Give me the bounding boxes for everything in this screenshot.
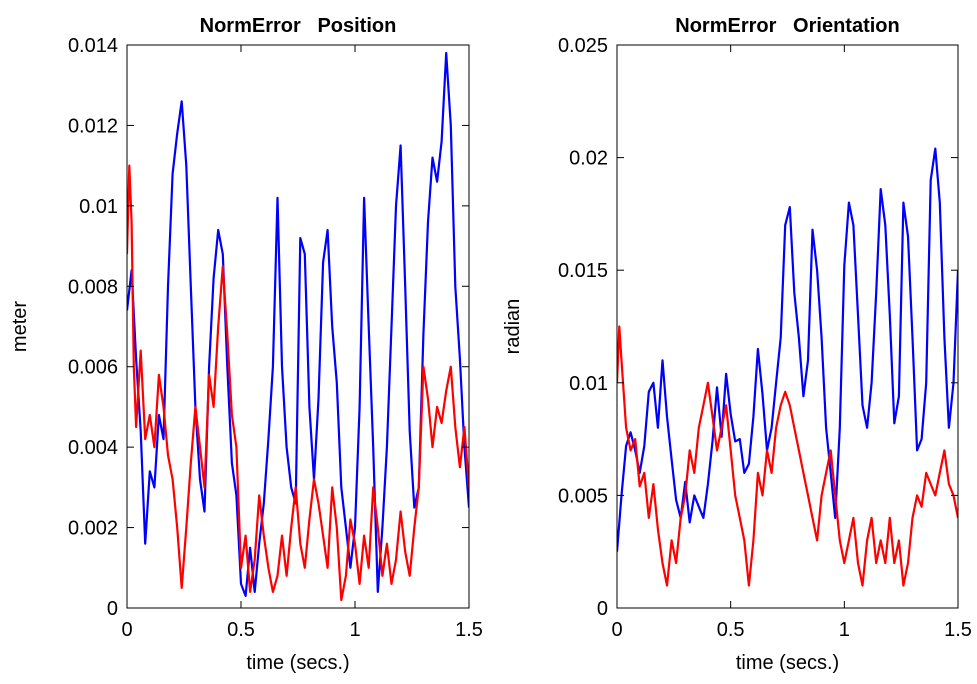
- chart-title: NormError Position: [200, 15, 397, 37]
- y-tick-label: 0: [107, 598, 118, 620]
- y-tick-label: 0.01: [569, 373, 608, 395]
- x-tick-label: 1: [349, 619, 360, 641]
- y-tick-label: 0: [597, 598, 608, 620]
- x-tick-label: 0: [121, 619, 132, 641]
- y-tick-label: 0.008: [68, 276, 118, 298]
- x-tick-label: 1: [839, 619, 850, 641]
- y-tick-label: 0.006: [68, 357, 118, 379]
- series-line-blue: [127, 51, 469, 598]
- chart-title: NormError Orientation: [675, 15, 899, 37]
- series-line-blue: [617, 147, 958, 552]
- axes-frame: [126, 44, 470, 609]
- y-tick-label: 0.02: [569, 148, 608, 170]
- x-tick-label: 1.5: [944, 619, 972, 641]
- x-axis-label: time (secs.): [246, 652, 349, 674]
- y-axis-label: meter: [9, 301, 31, 352]
- x-tick-label: 1.5: [455, 619, 483, 641]
- chart-position-panel: 0 0.5 1 1.5 0 0.002 0.004 0.006 0.008 0.01 0.012 0.…: [9, 15, 483, 674]
- x-axis-label: time (secs.): [736, 652, 839, 674]
- series-line-red: [617, 325, 958, 587]
- y-tick-label: 0.012: [68, 115, 118, 137]
- x-tick-label: 0.5: [227, 619, 255, 641]
- y-tick-label: 0.01: [79, 196, 118, 218]
- y-tick-label: 0.015: [558, 260, 608, 282]
- y-tick-label: 0.005: [558, 485, 608, 507]
- y-tick-label: 0.002: [68, 518, 118, 540]
- chart-orientation-panel: 0 0.5 1 1.5 0 0.005 0.01 0.015 0.02 0.025 NormErro…: [502, 15, 972, 674]
- x-tick-label: 0: [611, 619, 622, 641]
- y-axis-label: radian: [502, 299, 524, 355]
- series-line-red: [127, 164, 469, 602]
- y-tick-label: 0.004: [68, 437, 118, 459]
- x-tick-label: 0.5: [717, 619, 745, 641]
- axes-frame: [616, 44, 959, 609]
- y-tick-label: 0.014: [68, 35, 118, 57]
- y-tick-label: 0.025: [558, 35, 608, 57]
